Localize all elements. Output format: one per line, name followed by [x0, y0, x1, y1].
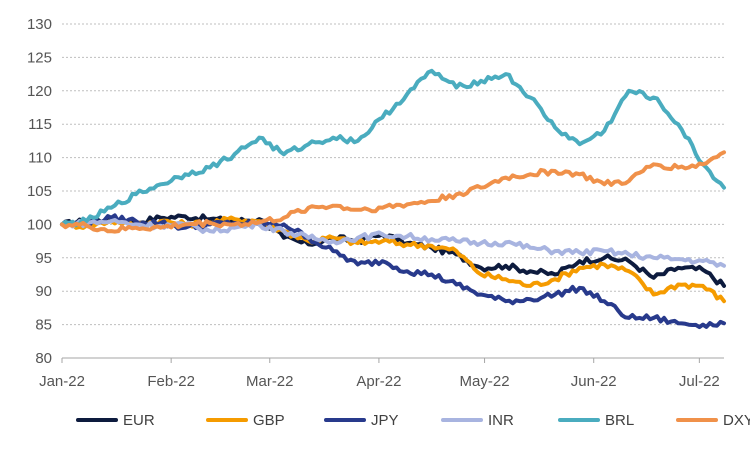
series-line-gbp	[60, 215, 726, 304]
x-tick-label: Mar-22	[246, 373, 294, 390]
x-tick-label: Jun-22	[571, 373, 617, 390]
legend-label-eur: EUR	[123, 412, 155, 429]
y-tick-label: 80	[35, 350, 52, 367]
gridlines	[62, 23, 724, 326]
y-tick-label: 120	[27, 83, 52, 100]
legend: EUR GBP JPY INR BRL DXY	[76, 412, 750, 429]
x-tick-label: May-22	[460, 373, 510, 390]
legend-label-inr: INR	[488, 412, 514, 429]
y-tick-label: 115	[28, 116, 52, 133]
y-tick-label: 90	[35, 283, 52, 300]
y-tick-label: 105	[27, 183, 52, 200]
legend-label-jpy: JPY	[371, 412, 399, 429]
x-tick-label: Jul-22	[679, 373, 720, 390]
legend-label-dxy: DXY	[723, 412, 750, 429]
x-tick-label: Jan-22	[39, 373, 85, 390]
y-tick-label: 110	[28, 150, 52, 167]
y-tick-label: 85	[35, 317, 52, 334]
y-tick-label: 100	[27, 216, 52, 233]
y-tick-label: 130	[27, 16, 52, 33]
y-tick-label: 95	[35, 250, 52, 267]
x-tick-label: Feb-22	[147, 373, 195, 390]
x-tick-label: Apr-22	[356, 373, 401, 390]
axes: 80 85 90 95 100 105 110 115 120 125 130 Jan-22 Feb-2…	[27, 16, 724, 390]
legend-label-brl: BRL	[605, 412, 634, 429]
series-line-brl	[60, 68, 726, 228]
y-tick-label: 125	[27, 49, 52, 66]
series-line-dxy	[60, 150, 726, 234]
series-lines	[60, 68, 726, 330]
legend-label-gbp: GBP	[253, 412, 285, 429]
